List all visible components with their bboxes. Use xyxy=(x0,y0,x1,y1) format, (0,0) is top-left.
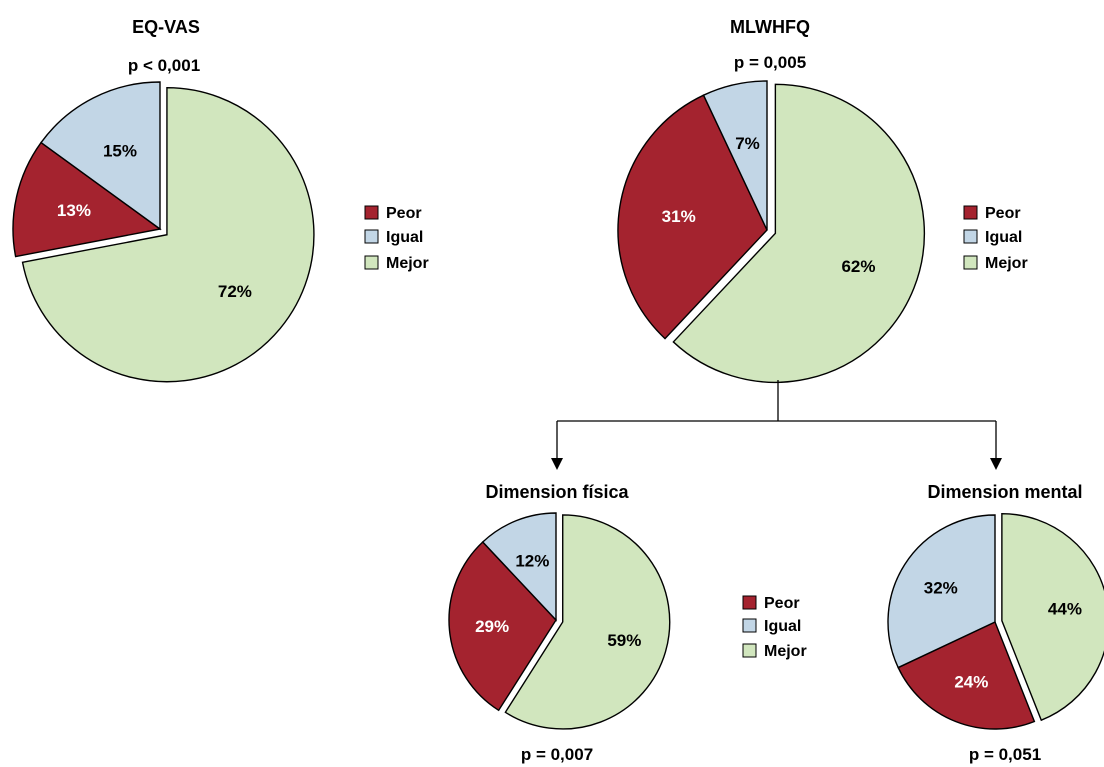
slice-label-peor: 13% xyxy=(57,201,91,220)
slice-mejor xyxy=(1001,512,1104,722)
slice-igual xyxy=(481,512,557,622)
legend-eq-vas: Peor Igual Mejor xyxy=(364,205,429,272)
slice-mejor xyxy=(21,87,315,383)
legend-swatch-peor xyxy=(742,595,757,610)
slice-peor xyxy=(617,94,768,340)
slice-peor xyxy=(897,621,1036,730)
p-value-label: p < 0,001 xyxy=(128,56,200,75)
slice-label-igual: 32% xyxy=(924,579,958,598)
p-value-label: p = 0,005 xyxy=(734,53,806,72)
slice-igual xyxy=(40,81,161,231)
legend-label-peor: Peor xyxy=(985,205,1021,222)
slice-label-peor: 31% xyxy=(662,207,696,226)
chart-title: EQ-VAS xyxy=(132,17,200,37)
legend-swatch-mejor xyxy=(742,643,757,658)
slice-label-mejor: 72% xyxy=(218,282,252,301)
slice-mejor xyxy=(672,83,926,383)
legend-label-mejor: Mejor xyxy=(985,255,1028,272)
legend-label-mejor: Mejor xyxy=(764,643,807,660)
pie-chart-dimension-fisica: Dimension física p = 0,007 59% 29% 12% xyxy=(448,482,671,764)
chart-title: Dimension física xyxy=(485,482,629,502)
slice-label-peor: 29% xyxy=(475,617,509,636)
legend-swatch-igual xyxy=(364,229,379,244)
legend-mlwhfq: Peor Igual Mejor xyxy=(963,205,1028,272)
legend-label-peor: Peor xyxy=(386,205,422,222)
legend-dimensions: Peor Igual Mejor xyxy=(742,595,807,660)
legend-swatch-igual xyxy=(963,229,978,244)
legend-swatch-mejor xyxy=(963,255,978,270)
legend-label-igual: Igual xyxy=(386,229,423,246)
legend-swatch-igual xyxy=(742,618,757,633)
slice-label-peor: 24% xyxy=(954,673,988,692)
legend-swatch-peor xyxy=(364,205,379,220)
legend-label-peor: Peor xyxy=(764,595,800,612)
slice-label-igual: 15% xyxy=(103,141,137,160)
slice-label-mejor: 44% xyxy=(1048,600,1082,619)
slice-igual xyxy=(887,514,996,669)
tree-connector xyxy=(551,380,1002,470)
legend-label-igual: Igual xyxy=(985,229,1022,246)
pie-chart-eq-vas: EQ-VAS p < 0,001 72% 13% 15% xyxy=(12,17,315,383)
slice-peor xyxy=(448,541,557,712)
legend-swatch-mejor xyxy=(364,255,379,270)
legend-swatch-peor xyxy=(963,205,978,220)
slice-igual xyxy=(702,80,768,231)
chart-title: Dimension mental xyxy=(927,482,1082,502)
pie-chart-dimension-mental: Dimension mental p = 0,051 44% 24% 32% xyxy=(887,482,1104,764)
p-value-label: p = 0,051 xyxy=(969,745,1041,764)
pie-chart-mlwhfq: MLWHFQ p = 0,005 62% 31% 7% xyxy=(617,17,926,383)
legend-label-igual: Igual xyxy=(764,618,801,635)
chart-title: MLWHFQ xyxy=(730,17,810,37)
slice-peor xyxy=(12,141,162,258)
slice-label-mejor: 59% xyxy=(607,631,641,650)
slice-mejor xyxy=(504,514,671,730)
legend-label-mejor: Mejor xyxy=(386,255,429,272)
slice-label-igual: 12% xyxy=(515,551,549,570)
slice-label-igual: 7% xyxy=(735,134,760,153)
p-value-label: p = 0,007 xyxy=(521,745,593,764)
slice-label-mejor: 62% xyxy=(841,257,875,276)
